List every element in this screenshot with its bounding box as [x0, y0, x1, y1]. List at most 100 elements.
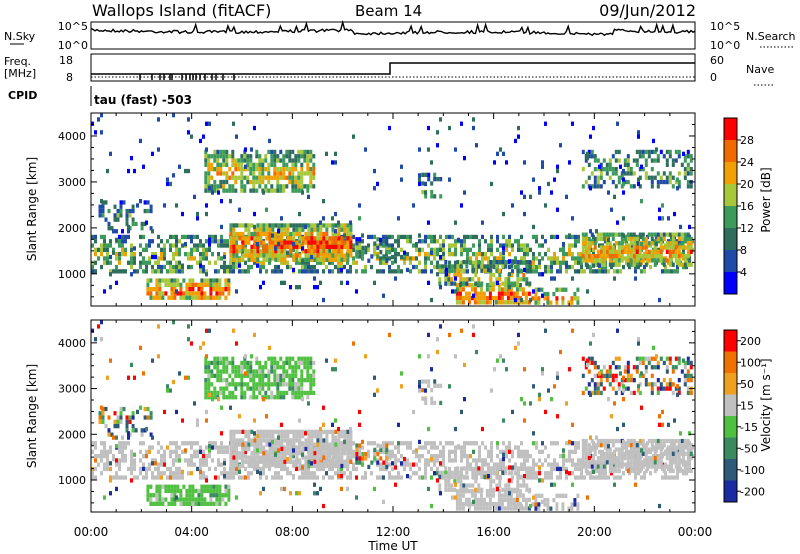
power-cell: [232, 236, 236, 241]
velocity-cell: [202, 471, 205, 476]
velocity-cell: [244, 455, 248, 460]
power-cell: [283, 231, 287, 237]
power-cell: [249, 158, 253, 163]
velocity-cell: [303, 360, 307, 366]
power-cell: [97, 247, 100, 252]
power-cell: [521, 291, 525, 296]
velocity-cell: [271, 429, 275, 434]
power-cell: [532, 224, 535, 230]
power-cell: [310, 227, 314, 232]
velocity-cell: [175, 454, 178, 459]
velocity-cell: [475, 458, 478, 463]
power-cell: [115, 229, 118, 234]
power-cell: [280, 227, 284, 232]
power-cell: [502, 246, 505, 251]
power-cell: [373, 186, 376, 191]
power-cell: [528, 260, 532, 265]
power-cell: [479, 295, 483, 301]
power-cell: [475, 252, 478, 257]
velocity-cell: [427, 449, 430, 454]
power-cell: [641, 245, 645, 250]
power-cell: [244, 223, 248, 228]
power-cell: [689, 171, 693, 176]
velocity-cell: [638, 460, 642, 465]
power-cell: [229, 264, 232, 270]
power-cell: [472, 117, 475, 122]
power-cell: [279, 149, 283, 155]
velocity-cell: [337, 451, 341, 456]
velocity-cell: [289, 442, 293, 447]
power-cell: [185, 291, 189, 296]
power-cell: [447, 281, 451, 286]
velocity-cell: [219, 386, 223, 391]
power-cell: [191, 282, 195, 287]
power-cell: [188, 278, 192, 283]
velocity-cell: [647, 447, 651, 452]
power-y-axis-label: Slant Range [km]: [25, 157, 39, 261]
power-cell: [461, 300, 465, 305]
power-cell: [207, 154, 211, 159]
power-cell: [155, 291, 159, 296]
velocity-cell: [467, 502, 471, 507]
power-cell: [264, 154, 268, 159]
velocity-cell: [513, 487, 517, 492]
power-cell: [674, 158, 678, 163]
velocity-cell: [160, 454, 163, 459]
power-cell: [686, 262, 690, 267]
power-cell: [361, 269, 364, 274]
power-cell: [291, 158, 295, 163]
velocity-cell: [172, 449, 175, 454]
velocity-cell: [626, 468, 630, 474]
velocity-cell: [509, 493, 513, 498]
velocity-cell: [255, 360, 259, 366]
velocity-cell: [316, 442, 320, 447]
power-cell: [312, 184, 316, 189]
power-cell: [620, 171, 624, 176]
power-cell: [100, 252, 103, 257]
power-cell: [616, 220, 619, 225]
power-cell: [376, 252, 379, 257]
power-cell: [686, 245, 690, 250]
velocity-cell: [421, 454, 424, 459]
velocity-cell: [286, 451, 290, 456]
power-cell: [439, 177, 443, 182]
power-cell: [634, 276, 637, 281]
power-cell: [222, 171, 226, 176]
power-cell: [421, 172, 425, 177]
power-cell: [304, 231, 308, 237]
power-cell: [385, 247, 388, 252]
power-cell: [175, 234, 178, 240]
colorbar-tick-label: 16: [740, 200, 754, 213]
power-cell: [608, 254, 612, 259]
power-cell: [668, 241, 672, 246]
power-cell: [346, 240, 350, 245]
power-cell: [249, 171, 253, 176]
power-cell: [316, 257, 320, 262]
velocity-cell: [468, 483, 472, 488]
power-cell: [358, 216, 361, 221]
power-cell: [406, 267, 409, 273]
power-cell: [226, 243, 229, 248]
velocity-cell: [677, 456, 681, 461]
velocity-cell: [151, 445, 154, 450]
velocity-cell: [436, 458, 439, 463]
power-cell: [151, 264, 154, 270]
power-cell: [193, 234, 196, 240]
velocity-cell: [490, 441, 493, 446]
velocity-cell: [497, 497, 501, 502]
power-cell: [647, 149, 651, 155]
power-cell: [444, 264, 448, 269]
power-cell: [474, 272, 478, 278]
velocity-cell: [505, 449, 508, 454]
power-cell: [523, 211, 526, 217]
velocity-cell: [298, 463, 302, 469]
power-cell: [511, 203, 514, 208]
velocity-cell: [228, 382, 232, 387]
power-cell: [202, 252, 205, 257]
velocity-cell: [331, 463, 335, 469]
velocity-cell: [179, 493, 183, 498]
power-cell: [176, 278, 180, 283]
velocity-cell: [146, 488, 150, 494]
power-cell: [307, 260, 310, 265]
power-cell: [456, 264, 460, 269]
